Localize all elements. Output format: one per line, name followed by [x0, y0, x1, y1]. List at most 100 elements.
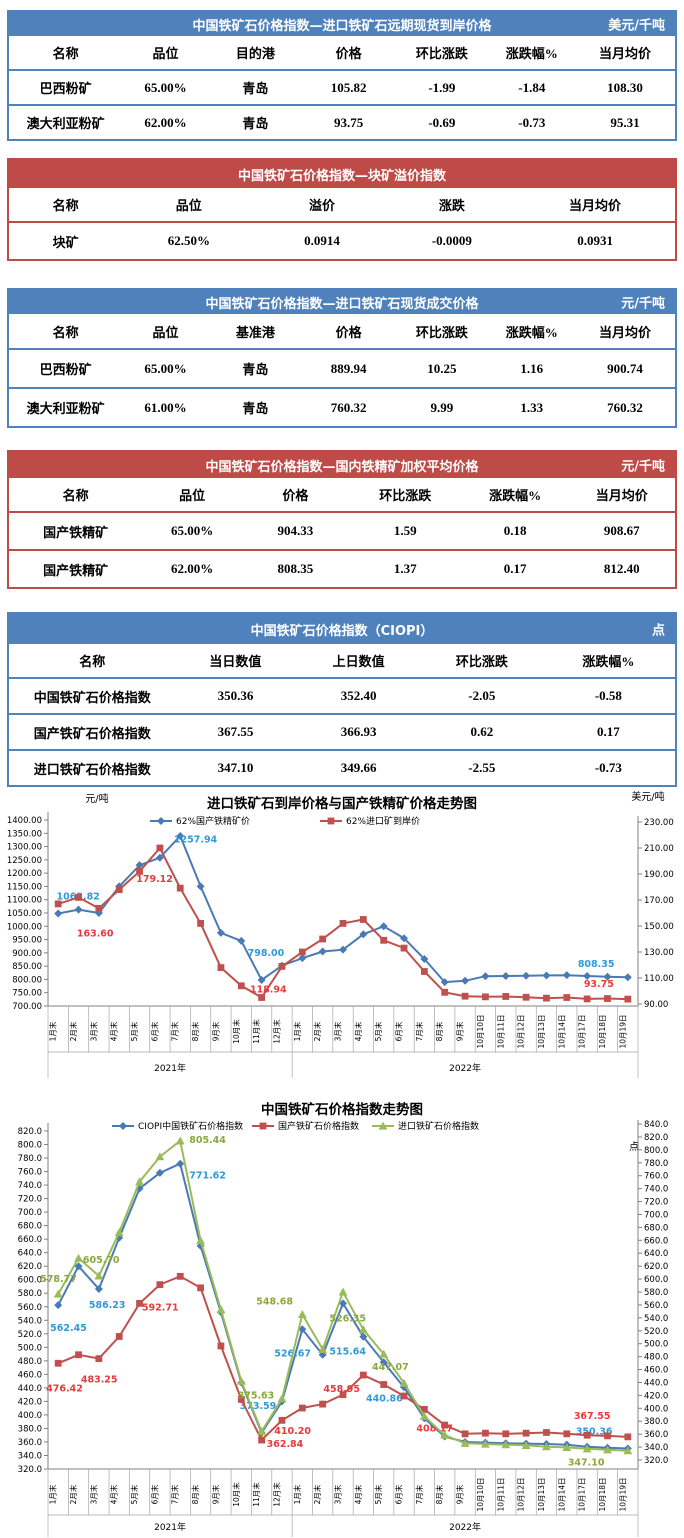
- diamond-marker: [542, 971, 551, 980]
- y-axis-tick-label: 750.00: [12, 989, 42, 999]
- x-axis-category-label: 2月末: [312, 1484, 322, 1504]
- table-cell: 0.18: [503, 523, 527, 538]
- series-line: [57, 1139, 628, 1452]
- triangle-marker: [216, 1305, 226, 1314]
- y-axis-tick-label: 1150.00: [7, 882, 42, 892]
- y-axis-tick-label: 620.0: [644, 1262, 668, 1272]
- x-axis-category-label: 11月末: [251, 1482, 261, 1507]
- x-axis-category-label: 10月14日: [557, 1014, 566, 1048]
- y-axis-tick-label: 640.0: [644, 1249, 668, 1259]
- table-cell: 10.25: [427, 360, 457, 376]
- triangle-marker: [460, 1438, 470, 1447]
- column-header: 涨跌幅%: [488, 36, 576, 71]
- y-axis-tick-label: 320.0: [644, 1456, 668, 1466]
- y-axis-tick-label: 230.00: [644, 818, 674, 828]
- y-axis-tick-label: 500.0: [18, 1343, 42, 1353]
- table-cell: -2.05: [468, 688, 496, 703]
- y-axis-tick-label: 210.00: [644, 844, 674, 854]
- data-label: 592.71: [142, 1303, 179, 1314]
- triangle-marker: [358, 1325, 368, 1334]
- diamond-marker: [176, 831, 185, 840]
- table-cell: 65.00%: [144, 79, 187, 95]
- diamond-marker: [298, 954, 307, 963]
- square-marker: [217, 1342, 225, 1350]
- square-marker: [298, 1404, 306, 1412]
- data-label: 808.35: [578, 959, 615, 970]
- x-axis-category-label: 10月19日: [618, 1014, 627, 1048]
- data-label: 93.75: [584, 979, 614, 990]
- data-label: 1257.94: [174, 835, 218, 846]
- x-axis-category-label: 5月末: [129, 1021, 139, 1041]
- table-cell: -1.84: [518, 79, 546, 95]
- table-cell: 62.00%: [142, 549, 243, 587]
- triangle-marker: [562, 1442, 572, 1451]
- y-axis-tick-label: 480.0: [18, 1357, 42, 1367]
- y-axis-tick-label: 480.0: [644, 1353, 668, 1363]
- y-axis-unit-right: 美元/吨: [631, 790, 664, 803]
- data-label: 458.95: [323, 1384, 360, 1395]
- x-axis-category-label: 8月末: [434, 1484, 444, 1504]
- triangle-marker: [623, 1446, 633, 1455]
- diamond-marker: [420, 954, 429, 963]
- table-cell: -1.99: [428, 79, 456, 95]
- triangle-marker: [481, 1439, 490, 1448]
- table-row: 澳大利亚粉矿 61.00% 青岛 760.32 9.99 1.33 760.32: [9, 387, 675, 426]
- data-label: 350.36: [576, 1426, 613, 1437]
- square-marker: [115, 886, 123, 893]
- y-axis-tick-label: 90.00: [644, 1000, 668, 1010]
- diamond-marker: [318, 947, 327, 956]
- table-cell: 1.33: [488, 387, 576, 426]
- diamond-marker: [155, 853, 164, 862]
- y-axis-tick-label: 440.0: [644, 1378, 668, 1388]
- y-axis-tick-label: 660.0: [18, 1235, 42, 1245]
- square-marker: [75, 894, 82, 901]
- series-line: [58, 834, 628, 984]
- column-header-row: 名称 当日数值 上日数值 环比涨跌 涨跌幅%: [9, 644, 675, 679]
- square-marker: [278, 962, 286, 970]
- column-header: 名称: [9, 314, 123, 350]
- table-row: 中国铁矿石价格指数 350.36 352.40 -2.05 -0.58: [9, 678, 675, 714]
- column-header: 涨跌幅%: [461, 478, 569, 513]
- table-cell: 347.10: [175, 749, 296, 785]
- x-axis: 1月末 2月末 3月末 4月末 5月末 6月末 7月末 8月末 9月末 10月末 11月末 12月末 1…: [47, 1469, 639, 1537]
- table-cell: 904.33: [277, 523, 314, 538]
- square-marker: [217, 964, 225, 971]
- diamond-marker: [298, 1325, 307, 1334]
- table-header: 中国铁矿石价格指数—块矿溢价指数: [9, 160, 675, 188]
- y-axis-tick-label: 1050.00: [7, 909, 42, 919]
- x-axis-category-label: 10月18日: [598, 1014, 607, 1048]
- triangle-marker: [419, 1411, 429, 1420]
- square-marker: [259, 1122, 267, 1130]
- diamond-marker: [359, 930, 368, 939]
- y-axis-tick-label: 820.0: [18, 1127, 42, 1137]
- table-cell: 760.32: [302, 387, 396, 426]
- column-header: 名称: [9, 644, 176, 679]
- square-marker: [563, 994, 571, 1001]
- y-axis-tick-label: 560.0: [18, 1303, 42, 1313]
- y-axis-left: 820.0 800.0 780.0 760.0 740.0 720.0 700.0 680.0…: [18, 1127, 48, 1475]
- column-header: 涨跌幅%: [488, 314, 576, 350]
- data-label: 347.10: [568, 1458, 605, 1469]
- diamond-marker: [135, 861, 144, 870]
- table-row: 块矿 62.50% 0.0914 -0.0009 0.0931: [9, 222, 675, 259]
- y-axis-tick-label: 150.00: [644, 922, 674, 932]
- x-axis-category-label: 4月末: [109, 1484, 119, 1504]
- square-marker: [176, 884, 184, 892]
- x-axis-category-label: 1月末: [292, 1021, 302, 1041]
- square-marker: [583, 1431, 591, 1439]
- x-axis-category-label: 10月10日: [476, 1477, 485, 1511]
- y-axis-tick-label: 460.0: [18, 1370, 42, 1380]
- square-marker: [136, 868, 143, 875]
- y-axis-right: 230.00 210.00 190.00 170.00 150.00 130.00 110.…: [638, 818, 674, 1010]
- legend-label: 62%国产铁精矿价: [176, 815, 250, 827]
- column-header: 品位: [142, 478, 243, 513]
- table-row: 国产铁精矿 65.00% 904.33 1.59 0.18 908.67: [9, 512, 675, 550]
- square-marker: [420, 1405, 428, 1413]
- diamond-marker: [603, 972, 612, 981]
- x-axis-category-label: 6月末: [149, 1484, 159, 1504]
- column-header-row: 名称 品位 基准港 价格 环比涨跌 涨跌幅% 当月均价: [9, 314, 675, 350]
- table-row: 进口铁矿石价格指数 347.10 349.66 -2.55 -0.73: [9, 749, 675, 785]
- data-label: 515.64: [329, 1347, 366, 1358]
- x-axis-category-label: 10月17日: [578, 1014, 587, 1048]
- diamond-marker: [461, 976, 470, 985]
